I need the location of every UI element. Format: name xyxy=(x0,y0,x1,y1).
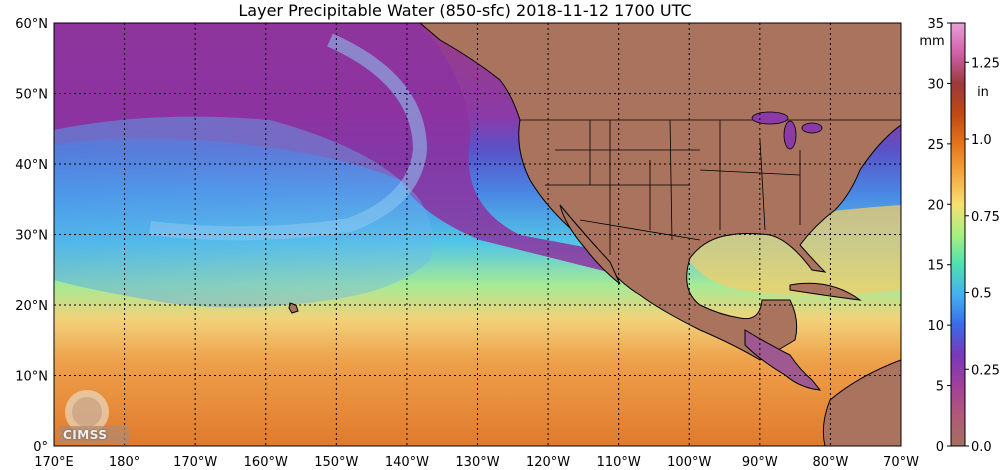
north-america-land xyxy=(419,23,901,361)
longitude-label: 120°W xyxy=(526,455,570,470)
longitude-label: 150°W xyxy=(314,455,358,470)
longitude-label: 130°W xyxy=(455,455,499,470)
logo-text: CIMSS xyxy=(63,428,108,442)
great-lakes xyxy=(751,111,823,150)
longitude-label: 80°W xyxy=(812,455,848,470)
central-america xyxy=(744,329,822,391)
graticule xyxy=(54,23,901,446)
latitude-label: 10°N xyxy=(15,370,48,385)
colorbar-in-label-value: 0.0 xyxy=(971,440,992,455)
political-borders xyxy=(520,119,901,255)
colorbar-in-label-value: 1.0 xyxy=(971,133,992,148)
latitude-label: 20°N xyxy=(15,299,48,314)
longitude-label: 180° xyxy=(109,455,140,470)
longitude-label: 160°W xyxy=(244,455,288,470)
baja-peninsula xyxy=(559,204,621,285)
cuba xyxy=(789,282,862,301)
colorbar-mm-label-value: 35 xyxy=(927,17,944,32)
colorbar-in-label: in xyxy=(977,85,989,100)
colorbar-mm-label-value: 10 xyxy=(927,319,944,334)
latitude-label: 50°N xyxy=(15,88,48,103)
colorbar-in-label-value: 0.5 xyxy=(971,287,992,302)
latitude-label: 30°N xyxy=(15,229,48,244)
latitude-label: 0° xyxy=(33,440,48,455)
moisture-band xyxy=(54,116,434,308)
south-america xyxy=(822,359,901,446)
colorbar-mm-label-value: 30 xyxy=(927,77,944,92)
longitude-label: 90°W xyxy=(742,455,778,470)
colorbar-mm-label: mm xyxy=(919,34,944,49)
colorbar-mm-label-value: 20 xyxy=(927,198,944,213)
map-title: Layer Precipitable Water (850-sfc) 2018-… xyxy=(238,1,692,20)
colorbar-mm-label-value: 25 xyxy=(927,138,944,153)
moisture-band-streak xyxy=(149,33,428,241)
colorbar-mm-label-value: 0 xyxy=(936,440,944,455)
colorbar-mm-label-value: 15 xyxy=(927,259,944,274)
longitude-label: 170°E xyxy=(34,455,74,470)
longitude-label: 170°W xyxy=(173,455,217,470)
longitude-label: 70°W xyxy=(883,455,919,470)
map-frame xyxy=(53,22,902,447)
latitude-label: 60°N xyxy=(15,17,48,32)
latitude-label: 40°N xyxy=(15,158,48,173)
colorbar-scale xyxy=(950,22,966,447)
colorbar-in-label-value: 1.25 xyxy=(971,56,1000,71)
longitude-label: 110°W xyxy=(597,455,641,470)
colorbar-mm-label-value: 5 xyxy=(936,380,944,395)
longitude-label: 140°W xyxy=(385,455,429,470)
cimss-logo xyxy=(59,390,129,444)
longitude-label: 100°W xyxy=(667,455,711,470)
colorbar-in-label-value: 0.75 xyxy=(971,210,1000,225)
colorbar-in-label-value: 0.25 xyxy=(971,363,1000,378)
